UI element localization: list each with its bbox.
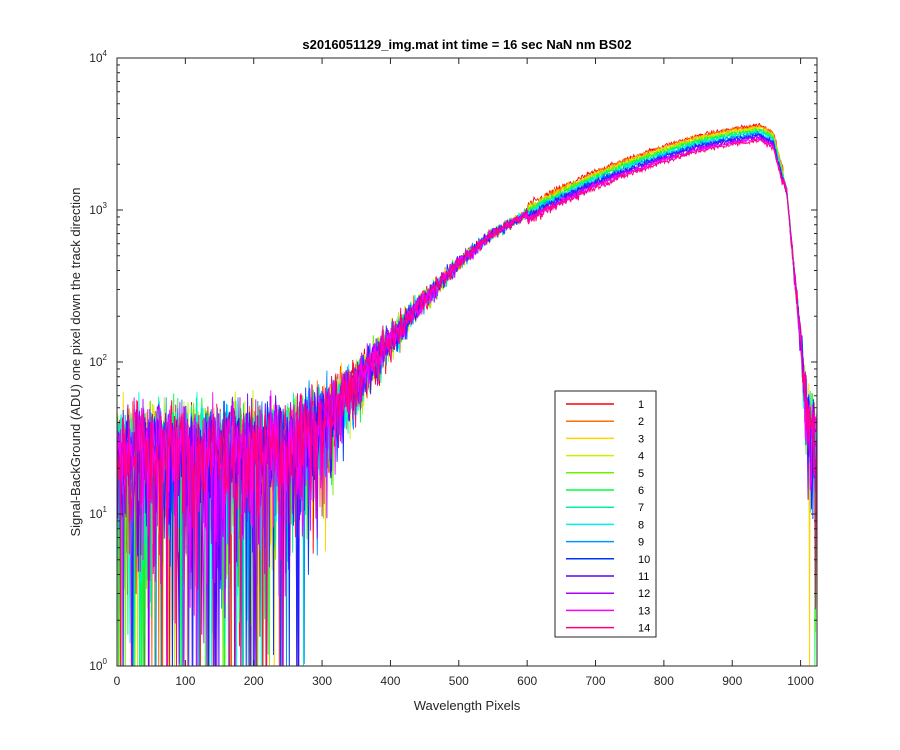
y-tick-label: 102 — [89, 353, 107, 369]
x-tick-label: 700 — [586, 674, 606, 688]
x-axis-label: Wavelength Pixels — [414, 698, 521, 713]
y-tick-label: 100 — [89, 657, 107, 673]
x-tick-label: 300 — [312, 674, 332, 688]
x-tick-label: 500 — [449, 674, 469, 688]
legend-entry-11: 11 — [638, 571, 649, 583]
legend-entry-12: 12 — [638, 588, 650, 600]
y-axis-label: Signal-BackGround (ADU) one pixel down t… — [68, 187, 83, 536]
legend-entry-9: 9 — [638, 537, 644, 549]
y-tick-base: 10 — [89, 51, 103, 65]
legend-entry-8: 8 — [638, 519, 644, 531]
x-tick-label: 400 — [380, 674, 400, 688]
x-tick-label: 0 — [114, 674, 121, 688]
legend-entry-3: 3 — [638, 433, 644, 445]
legend-entry-1: 1 — [638, 399, 644, 411]
series-line-14 — [117, 138, 817, 666]
series-layer — [117, 122, 817, 666]
legend-box — [554, 390, 657, 638]
y-tick-label: 104 — [89, 49, 107, 65]
legend-entry-6: 6 — [638, 485, 644, 497]
x-tick-label: 900 — [722, 674, 742, 688]
legend-entry-7: 7 — [638, 502, 644, 514]
plot-background — [117, 58, 817, 666]
x-axis-ticks: 0 100 200 300 400 500 600 700 800 900 1000 — [114, 58, 814, 688]
legend-entry-4: 4 — [638, 451, 644, 463]
legend-entry-10: 10 — [638, 554, 650, 566]
y-tick-base: 10 — [89, 659, 103, 673]
y-tick-base: 10 — [89, 203, 103, 217]
x-tick-label: 200 — [244, 674, 264, 688]
y-tick-exponent: 2 — [103, 353, 108, 362]
legend-entry-14: 14 — [638, 623, 650, 635]
y-tick-exponent: 4 — [103, 49, 108, 58]
x-tick-label: 800 — [654, 674, 674, 688]
y-tick-exponent: 1 — [103, 505, 108, 514]
y-tick-base: 10 — [89, 355, 103, 369]
x-tick-label: 100 — [175, 674, 195, 688]
x-tick-label: 1000 — [787, 674, 814, 688]
y-tick-label: 101 — [89, 505, 107, 521]
legend-entry-2: 2 — [638, 416, 644, 428]
chart-title: s2016051129_img.mat int time = 16 sec Na… — [302, 37, 631, 52]
y-tick-exponent: 3 — [103, 201, 108, 210]
legend-entry-13: 13 — [638, 605, 650, 617]
y-tick-exponent: 0 — [103, 657, 108, 666]
legend-entry-5: 5 — [638, 468, 644, 480]
y-tick-label: 103 — [89, 201, 107, 217]
x-tick-label: 600 — [517, 674, 537, 688]
y-tick-base: 10 — [89, 507, 103, 521]
